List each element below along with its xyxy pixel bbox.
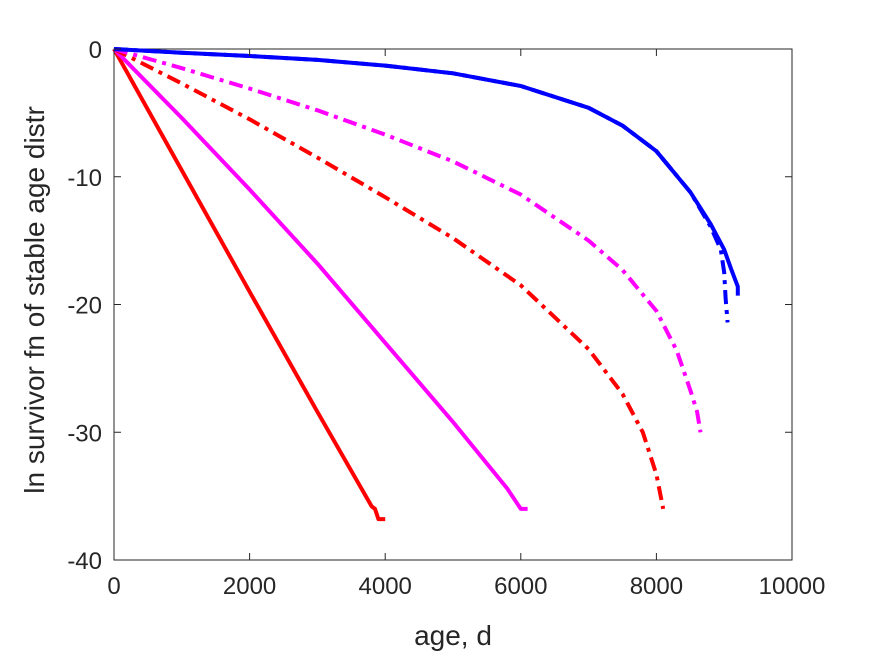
y-tick-label: -40 <box>67 548 102 575</box>
y-tick-label: -10 <box>67 165 102 192</box>
series-line-5 <box>113 47 740 296</box>
y-tick-label: -20 <box>67 293 102 320</box>
series-line-1 <box>112 48 386 522</box>
y-axis-label: ln survivor fn of stable age distr <box>19 106 50 494</box>
x-tick-label: 2000 <box>223 573 276 600</box>
x-tick-label: 6000 <box>494 573 547 600</box>
y-tick-label: 0 <box>89 37 102 64</box>
x-tick-label: 0 <box>107 573 120 600</box>
series-line-6 <box>113 47 730 323</box>
x-tick-label: 8000 <box>630 573 683 600</box>
x-axis-label: age, d <box>414 620 492 651</box>
series-line-4 <box>113 47 703 433</box>
series-line-3 <box>113 47 666 510</box>
series-line-2 <box>112 47 528 511</box>
x-tick-label: 10000 <box>759 573 826 600</box>
series-layer <box>112 47 740 522</box>
y-tick-label: -30 <box>67 420 102 447</box>
x-tick-label: 4000 <box>359 573 412 600</box>
plot-area <box>113 48 793 561</box>
tick-layer: 0 2000 4000 6000 8000 10000 0 -10 -20 -30 -40 <box>67 37 825 600</box>
